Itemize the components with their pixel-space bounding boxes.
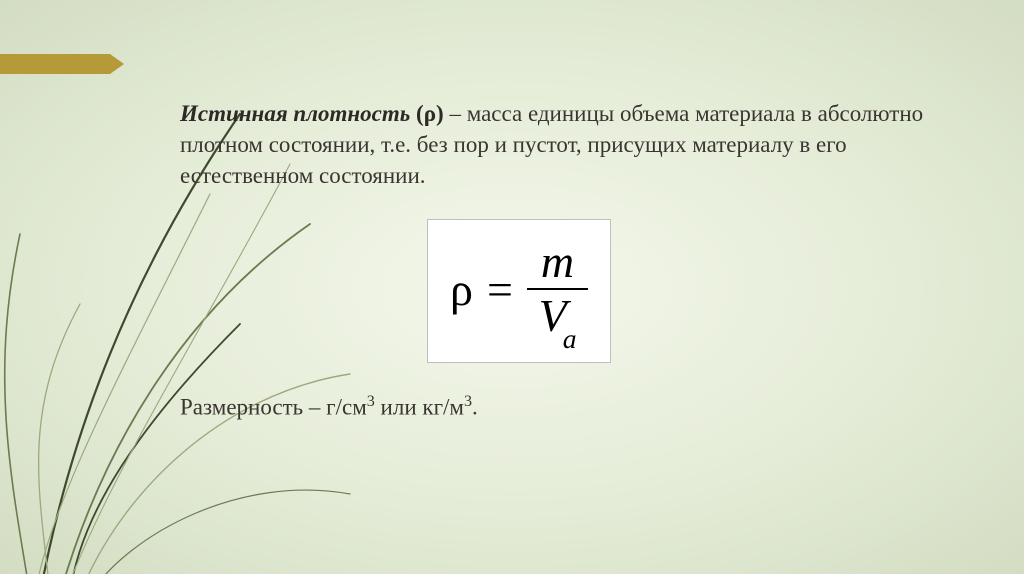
definition-term: Истинная плотность: [180, 101, 410, 126]
definition-symbol: ρ: [424, 101, 436, 126]
formula-fraction: m Va: [527, 238, 588, 347]
formula: ρ = m Va: [450, 238, 588, 347]
unit2-base: кг/м: [422, 394, 464, 419]
dimension-paragraph: Размерность – г/см3 или кг/м3.: [180, 391, 954, 423]
unit2-exp: 3: [464, 393, 472, 410]
dimension-sep: или: [375, 394, 423, 419]
formula-numerator: m: [527, 238, 588, 288]
dimension-suffix: .: [472, 394, 478, 419]
unit1-base: г/см: [326, 394, 367, 419]
formula-denominator: Va: [531, 290, 585, 347]
unit1-exp: 3: [367, 393, 375, 410]
dimension-label: Размерность –: [180, 394, 326, 419]
symbol-close: ): [436, 101, 444, 126]
definition-paragraph: Истинная плотность (ρ) – масса единицы о…: [180, 98, 954, 191]
formula-lhs: ρ: [450, 267, 473, 319]
symbol-open: (: [410, 101, 423, 126]
definition-dash: –: [444, 101, 467, 126]
formula-eq: =: [487, 267, 513, 319]
formula-wrap: ρ = m Va: [427, 219, 707, 362]
formula-box: ρ = m Va: [427, 219, 611, 362]
denominator-sub: a: [563, 323, 577, 354]
content-area: Истинная плотность (ρ) – масса единицы о…: [180, 98, 954, 422]
accent-bar: [0, 54, 110, 74]
slide: Истинная плотность (ρ) – масса единицы о…: [0, 0, 1024, 574]
